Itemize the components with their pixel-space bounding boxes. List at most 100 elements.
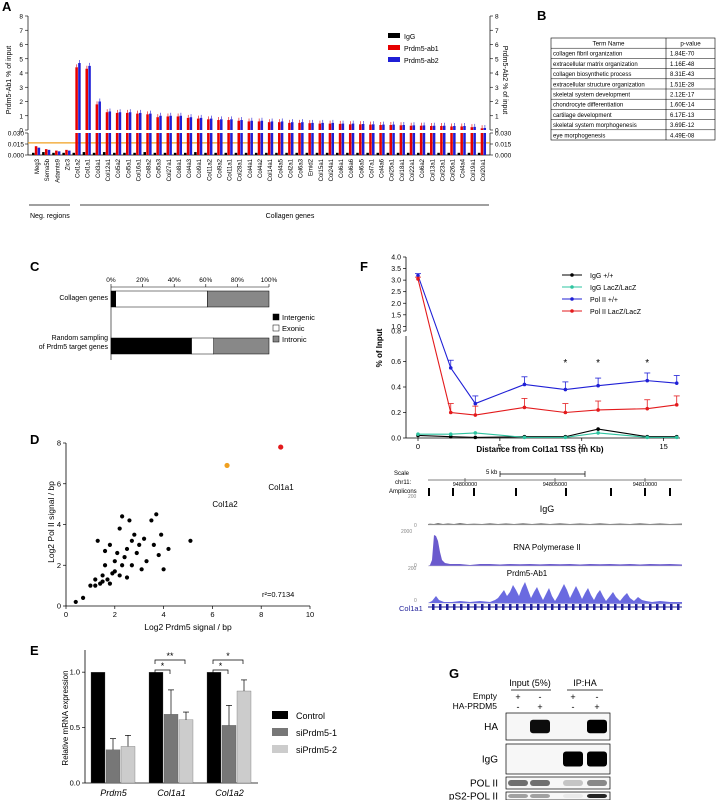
x-label-col6a2: Col6a2 bbox=[420, 158, 426, 178]
tick-label-a-left: 5 bbox=[19, 56, 23, 63]
sign-empty-lane-4: - bbox=[596, 692, 599, 702]
table-cell-term: extracellular structure organization bbox=[553, 82, 645, 88]
legend-swatch-intronic bbox=[272, 335, 280, 343]
f-line-igg-lacz-lacz bbox=[418, 432, 677, 438]
bar-igg-col9a1-lower bbox=[194, 152, 197, 155]
bar-prdm5-ab1-col18a1-lower bbox=[399, 133, 403, 155]
x-label-col9a2: Col9a2 bbox=[217, 158, 223, 178]
amplicon-mark bbox=[515, 488, 517, 496]
bar-prdm5-ab2-sema5b-lower bbox=[47, 149, 51, 155]
bar-prdm5-ab2-col27a1-upper bbox=[169, 115, 172, 130]
bar-igg-col6a2-lower bbox=[417, 152, 420, 155]
table-cell-pvalue: 1.84E-70 bbox=[670, 52, 695, 58]
e-sig-col1a2-1-star: * bbox=[219, 661, 223, 671]
bar-prdm5-ab2-col4a1-upper bbox=[250, 120, 253, 130]
f-point-igg-lacz-lacz-7 bbox=[674, 435, 679, 440]
bar-prdm5-ab2-col15a1-upper bbox=[321, 122, 324, 130]
bar-igg-col4a4-lower bbox=[457, 152, 461, 155]
panel-letter-a: A bbox=[2, 0, 12, 14]
table-header-term: Term Name bbox=[593, 41, 626, 48]
label-col1a2: Col1a2 bbox=[212, 500, 238, 509]
f-ytick-label: 0.0 bbox=[391, 436, 401, 443]
bar-prdm5-ab2-col18a1-upper bbox=[402, 125, 405, 130]
table-cell-term: collagen biosynthetic process bbox=[553, 72, 631, 78]
d-ytick-label: 8 bbox=[57, 439, 61, 448]
x-label-col6a5: Col6a5 bbox=[359, 158, 365, 178]
d-point-16 bbox=[112, 569, 117, 574]
track1-title: IgG bbox=[540, 504, 555, 514]
bar-prdm5-ab1-col9a1-lower bbox=[196, 133, 200, 155]
f-xtick-label: 15 bbox=[659, 442, 667, 451]
bar-prdm5-ab1-col5a1-upper bbox=[126, 112, 129, 130]
band-ps2-pol-ii-lane-3 bbox=[563, 794, 583, 798]
gene-exon bbox=[572, 604, 575, 610]
d-point-28 bbox=[132, 532, 137, 537]
band-igg-lane-4 bbox=[587, 751, 607, 767]
bar-prdm5-ab2-col3a1-lower bbox=[98, 133, 101, 155]
x-label-col15a1: Col15a1 bbox=[319, 158, 325, 181]
bar-prdm5-ab2-col13a1-lower bbox=[432, 133, 436, 155]
panel-a-legend: IgG Prdm5-ab1 Prdm5-ab2 bbox=[388, 33, 439, 65]
legend-label-siprdm5-2: siPrdm5-2 bbox=[296, 745, 337, 755]
panel-a-y-left-label: Prdm5-Ab1 % of input bbox=[6, 46, 13, 115]
f-point-igg-lacz-lacz-3 bbox=[522, 435, 527, 440]
bar-igg-col9a2-lower bbox=[214, 152, 217, 155]
legend-label-siprdm5-1: siPrdm5-1 bbox=[296, 728, 337, 738]
legend-swatch-ab1 bbox=[388, 45, 400, 50]
bar-prdm5-ab1-col8a2-lower bbox=[146, 133, 149, 155]
bar-prdm5-ab1-col28a1-lower bbox=[237, 133, 240, 155]
bar-prdm5-ab1-col9a1-upper bbox=[196, 118, 200, 130]
d-point-5 bbox=[95, 538, 100, 543]
tick-label-a-left: 1 bbox=[19, 113, 23, 120]
gene-exon bbox=[453, 604, 456, 610]
band-igg-lane-3 bbox=[563, 751, 583, 767]
table-cell-pvalue: 1.16E-48 bbox=[670, 62, 695, 68]
f-point-igg-lacz-lacz-6 bbox=[645, 435, 650, 440]
gene-exon bbox=[565, 604, 568, 610]
bar-prdm5-ab2-zic3-lower bbox=[68, 150, 71, 155]
track2-min: 0 bbox=[414, 563, 417, 569]
bar-prdm5-ab1-col5a2-lower bbox=[115, 133, 119, 155]
gene-exon bbox=[467, 604, 470, 610]
bar-prdm5-ab1-col23a1-upper bbox=[440, 126, 443, 130]
c-tick-label: 60% bbox=[199, 277, 212, 284]
f-point-pol-ii-4 bbox=[563, 387, 568, 392]
bar-prdm5-ab1-adamts9-lower bbox=[55, 150, 58, 155]
bar-prdm5-ab1-col20a1-upper bbox=[480, 128, 484, 130]
bar-prdm5-ab1-col4a4-lower bbox=[460, 133, 463, 155]
tick-label-a-left: 8 bbox=[19, 14, 23, 21]
bar-prdm5-ab2-col9a1-lower bbox=[199, 133, 203, 155]
x-label-col5a1: Col5a1 bbox=[126, 158, 132, 178]
blot-label-pol-ii: POL II bbox=[470, 779, 498, 790]
gene-exon bbox=[481, 604, 484, 610]
x-label-col11a2: Col11a2 bbox=[207, 158, 213, 181]
x-label-col23a1: Col23a1 bbox=[440, 158, 446, 181]
panel-d-ylabel: Log2 Pol II signal / bp bbox=[46, 481, 56, 563]
legend-marker-igg-wt bbox=[570, 273, 574, 277]
bar-prdm5-ab1-col1a2-upper bbox=[75, 67, 78, 130]
table-cell-term: chondrocyte differentiation bbox=[553, 103, 623, 109]
d-point-32 bbox=[141, 536, 147, 541]
f-significance-star: * bbox=[645, 358, 649, 369]
bar-prdm5-ab2-col5a3-lower bbox=[159, 133, 162, 155]
f-ytick-label: 3.0 bbox=[391, 278, 401, 285]
panel-a-x-labels: Meg3 Sema5b Adamts9 Zic3 Col1a2 Col1a1 Col3a1 C… bbox=[35, 158, 487, 182]
bar-prdm5-ab2-col6a1-lower bbox=[341, 133, 345, 155]
d-point-26 bbox=[129, 538, 134, 543]
x-label-col27a1: Col27a1 bbox=[167, 158, 173, 181]
bar-prdm5-ab2-col28a1-lower bbox=[240, 133, 243, 155]
amplicon-mark bbox=[428, 488, 430, 496]
band-pol-ii-lane-4 bbox=[587, 780, 607, 786]
legend-swatch-ab2 bbox=[388, 57, 400, 62]
bar-igg-col7a1-lower bbox=[366, 152, 369, 155]
bar-prdm5-ab2-col4a5-lower bbox=[280, 133, 284, 155]
tick-label-a-left-lower: 0.030 bbox=[8, 131, 25, 138]
bar-prdm5-ab2-col8a1-lower bbox=[179, 133, 183, 155]
bar-prdm5-ab1-col1a1-lower bbox=[85, 133, 88, 155]
gene-exon bbox=[551, 604, 554, 610]
gene-exon bbox=[530, 604, 533, 610]
table-cell-pvalue: 3.69E-12 bbox=[670, 123, 695, 129]
bar-prdm5-ab1-col12a1-upper bbox=[105, 112, 109, 130]
go-term-table: Term Name p-value collagen fibril organiza… bbox=[550, 37, 716, 141]
panel-d: D 0 2 4 6 8 10 0 2 4 6 8 Log2 Pol II signal / bp L… bbox=[30, 432, 314, 632]
